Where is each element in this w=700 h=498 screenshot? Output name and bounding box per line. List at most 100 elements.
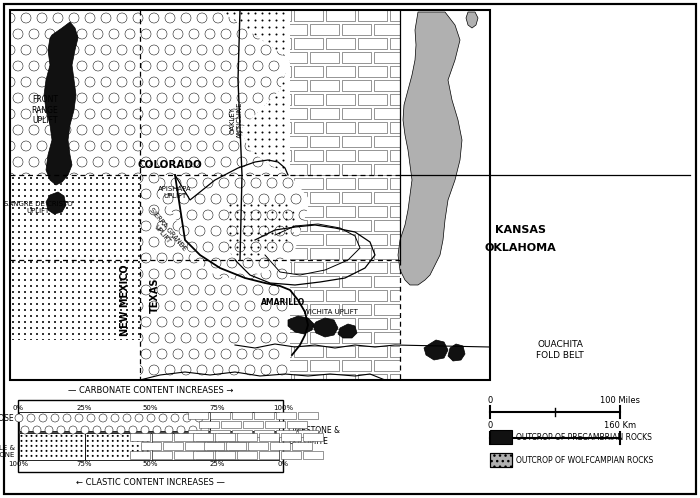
Circle shape [72, 189, 74, 191]
Circle shape [276, 118, 277, 120]
Circle shape [150, 111, 151, 113]
Bar [230, 122, 260, 133]
Bar [438, 192, 468, 204]
Circle shape [138, 195, 140, 197]
Circle shape [92, 455, 94, 457]
Bar [262, 38, 291, 49]
Circle shape [269, 33, 270, 35]
Circle shape [108, 237, 110, 239]
Circle shape [164, 83, 165, 85]
Circle shape [192, 33, 193, 35]
Circle shape [205, 349, 215, 359]
Circle shape [165, 77, 175, 87]
Bar [390, 290, 419, 301]
Circle shape [30, 255, 32, 257]
Circle shape [265, 253, 267, 255]
Circle shape [243, 258, 253, 268]
Circle shape [136, 455, 139, 457]
Circle shape [36, 440, 38, 442]
Circle shape [163, 194, 173, 204]
Circle shape [253, 285, 263, 295]
Circle shape [181, 365, 191, 375]
Circle shape [187, 242, 197, 252]
Circle shape [12, 345, 14, 347]
Bar [198, 94, 228, 106]
Bar [112, 166, 138, 177]
Circle shape [37, 269, 47, 279]
Circle shape [122, 435, 124, 437]
Circle shape [150, 124, 151, 126]
Circle shape [30, 351, 32, 353]
Circle shape [220, 90, 221, 92]
Circle shape [84, 279, 86, 281]
Bar [215, 451, 235, 459]
Circle shape [30, 369, 32, 371]
Circle shape [12, 351, 14, 353]
Circle shape [30, 213, 32, 215]
Circle shape [45, 253, 55, 263]
Circle shape [93, 125, 103, 135]
Bar [454, 178, 484, 189]
Circle shape [178, 40, 179, 42]
Circle shape [54, 213, 56, 215]
Circle shape [241, 173, 242, 175]
Circle shape [122, 455, 124, 457]
Circle shape [185, 83, 186, 85]
Circle shape [171, 33, 172, 35]
Circle shape [255, 124, 256, 126]
Circle shape [84, 231, 86, 233]
Circle shape [276, 19, 277, 21]
Circle shape [205, 317, 215, 327]
Circle shape [42, 177, 44, 179]
Circle shape [48, 273, 50, 275]
Circle shape [150, 159, 151, 161]
Bar [182, 75, 208, 86]
Circle shape [197, 205, 207, 215]
Bar [294, 153, 320, 164]
Circle shape [272, 240, 274, 242]
Circle shape [30, 357, 32, 359]
Bar [502, 276, 531, 287]
Circle shape [60, 219, 62, 221]
Bar [326, 374, 356, 385]
Circle shape [234, 19, 235, 21]
Circle shape [18, 255, 20, 257]
Circle shape [189, 221, 199, 231]
Circle shape [248, 111, 249, 113]
Circle shape [192, 166, 193, 168]
Circle shape [143, 12, 144, 14]
Bar [310, 248, 340, 259]
Circle shape [149, 333, 159, 343]
Circle shape [138, 333, 140, 335]
Circle shape [77, 285, 87, 295]
Bar [294, 374, 323, 385]
Circle shape [84, 291, 86, 293]
Bar [140, 114, 166, 124]
Circle shape [12, 327, 14, 329]
Circle shape [60, 369, 62, 371]
Circle shape [96, 231, 98, 233]
Circle shape [269, 61, 279, 71]
Circle shape [141, 435, 144, 437]
Circle shape [143, 26, 144, 28]
Circle shape [93, 29, 103, 39]
Circle shape [132, 189, 134, 191]
Circle shape [126, 315, 128, 317]
Bar [198, 234, 228, 246]
Circle shape [203, 274, 213, 284]
Circle shape [241, 166, 242, 168]
Circle shape [33, 426, 41, 434]
Circle shape [120, 201, 122, 203]
Circle shape [18, 213, 20, 215]
Circle shape [185, 166, 186, 168]
Circle shape [213, 237, 223, 247]
Circle shape [50, 435, 52, 437]
Circle shape [60, 225, 62, 227]
Bar [438, 52, 468, 63]
Circle shape [46, 440, 48, 442]
Bar [518, 38, 547, 49]
Circle shape [132, 177, 134, 179]
Circle shape [66, 273, 68, 275]
Circle shape [143, 166, 144, 168]
Circle shape [42, 261, 44, 263]
